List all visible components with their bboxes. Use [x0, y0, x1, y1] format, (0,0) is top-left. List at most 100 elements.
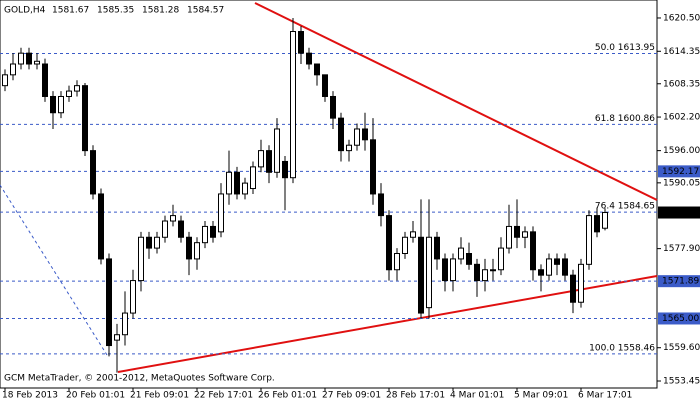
candle-body [402, 236, 408, 255]
candle-body [434, 236, 440, 260]
x-tick-label: 22 Feb 17:01 [194, 391, 253, 401]
x-tick-label: 18 Feb 2013 [2, 391, 58, 401]
candle-body [170, 215, 176, 222]
x-tick-label: 27 Feb 09:01 [322, 391, 381, 401]
fib-level-label: 61.8 1600.86 [595, 114, 655, 124]
candle-body [594, 215, 600, 233]
candle-body [66, 90, 72, 97]
candle-body [282, 160, 288, 179]
level-badge [658, 312, 700, 325]
candle-body [82, 85, 88, 152]
x-tick-label: 20 Feb 01:01 [66, 391, 125, 401]
y-tick-label: 1614.35 [663, 47, 700, 57]
layer: 1620.50 1614.35 1608.35 1602.20 1596.00 1590.… [0, 13, 700, 401]
candle-body [378, 193, 384, 217]
candle-body [354, 128, 360, 146]
candle-body [522, 231, 528, 238]
header-open: 1581.67 [52, 6, 89, 16]
candle-body [146, 236, 152, 249]
symbol-title: GOLD,H4 [4, 6, 46, 16]
y-tick-label: 1590.05 [663, 178, 700, 188]
trend-line-lower [117, 275, 658, 373]
candle-body [194, 242, 200, 260]
candle-body [346, 144, 352, 152]
candle-body [538, 269, 544, 276]
candle-body [442, 258, 448, 282]
candle-body [162, 220, 168, 238]
candle-body [106, 258, 112, 347]
footer: GCM MetaTrader, © 2001-2012, MetaQuotes … [4, 374, 275, 384]
level-badge-label: 1565.00 [662, 314, 699, 324]
candle-body [122, 312, 128, 336]
candle-body [530, 231, 536, 271]
x-tick-label: 5 Mar 09:01 [514, 391, 568, 401]
y-tick-label: 1577.90 [663, 244, 700, 254]
candle-body [154, 236, 160, 249]
candle-body [202, 225, 208, 244]
x-tick-label: 28 Feb 17:01 [386, 391, 445, 401]
level-badge [658, 165, 700, 178]
candle-body [306, 52, 312, 65]
y-tick-label: 1596.00 [663, 146, 700, 156]
candle-body [578, 263, 584, 303]
candle-body [258, 150, 264, 168]
candle-body [466, 253, 472, 265]
candle-body [226, 171, 232, 195]
x-tick-label: 21 Feb 09:01 [130, 391, 189, 401]
candle-body [514, 225, 520, 238]
price-badge-label: 1584.57 [662, 208, 699, 218]
candle-body [26, 52, 32, 65]
candle-body [50, 95, 56, 114]
candle-body [42, 63, 48, 97]
candle-body [74, 85, 80, 92]
candle-body [250, 166, 256, 190]
candle-body [298, 31, 304, 54]
candle-body [210, 225, 216, 238]
candle-body [554, 258, 560, 265]
candle-body [34, 60, 40, 65]
x-tick-label: 4 Mar 01:01 [450, 391, 504, 401]
header-close: 1584.57 [187, 6, 224, 16]
candle-body [546, 258, 552, 276]
candle-body [114, 334, 120, 341]
y-tick-label: 1608.35 [663, 79, 700, 89]
y-tick-label: 1620.50 [663, 13, 700, 23]
candle-body [338, 117, 344, 152]
x-tick-label: 6 Mar 17:01 [578, 391, 632, 401]
candle-body [178, 220, 184, 238]
candle-body [474, 263, 480, 282]
candle-body [186, 236, 192, 260]
fib-level-label: 50.0 1613.95 [595, 43, 655, 53]
candle-body [234, 171, 240, 195]
y-tick-label: 1559.60 [663, 343, 700, 353]
fib-level-label: 100.0 1558.46 [589, 343, 655, 353]
candle-body [386, 215, 392, 271]
header-low: 1581.28 [142, 6, 179, 16]
candle-body [562, 258, 568, 276]
candle-body [370, 139, 376, 195]
candle-body [314, 63, 320, 76]
candle-body [10, 63, 16, 76]
candle-body [2, 74, 8, 87]
level-badge-label: 1592.17 [662, 167, 699, 177]
candle-body [458, 247, 464, 260]
candle-body [130, 280, 136, 314]
candle-body [290, 31, 296, 179]
level-badge [658, 275, 700, 288]
candle-body [218, 193, 224, 233]
fib-level-label: 76.4 1584.65 [595, 202, 655, 212]
candle-body [410, 231, 416, 238]
candle-body [602, 212, 608, 229]
candle-body [362, 128, 368, 141]
candle-body [450, 258, 456, 282]
candle-body [138, 236, 144, 282]
candle-body [506, 225, 512, 249]
candle-body [418, 236, 424, 314]
candle-body [426, 236, 432, 309]
header-high: 1585.35 [97, 6, 134, 16]
candle-body [394, 253, 400, 271]
x-tick-label: 26 Feb 01:01 [258, 391, 317, 401]
candle-body [242, 182, 248, 195]
y-tick-label: 1553.45 [663, 377, 700, 387]
